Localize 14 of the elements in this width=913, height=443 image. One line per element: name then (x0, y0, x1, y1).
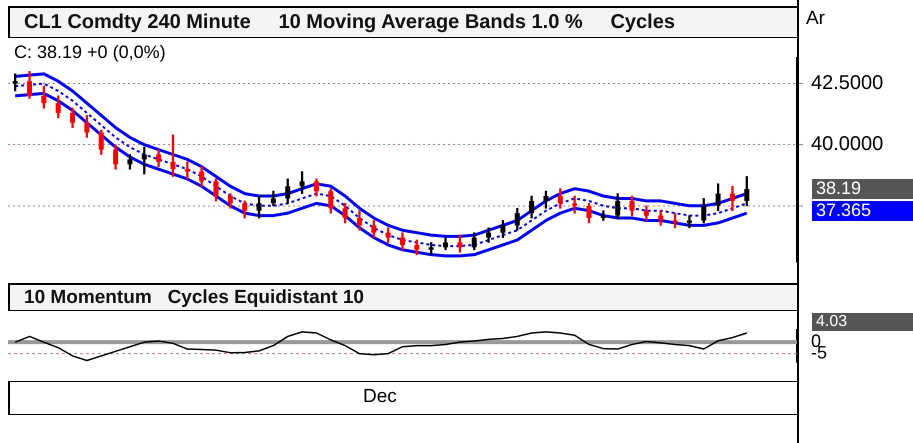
text: Ar (806, 8, 825, 30)
text: 37.365 (812, 200, 913, 221)
y-tick-label: 42.5000 (811, 72, 884, 94)
annotation: C: 38.19 +0 (0,0%) (14, 42, 166, 63)
text: 38.19 (812, 178, 913, 199)
chart-title: 10 Momentum Cycles Equidistant 10 (8, 283, 797, 311)
candlestick (12, 74, 18, 92)
text: 4.03 (812, 313, 913, 331)
candlestick (428, 242, 434, 255)
candlestick (572, 196, 578, 214)
text: Dec (363, 386, 397, 408)
candlestick (142, 146, 147, 174)
y-tick-label: 40.0000 (811, 133, 884, 156)
candlestick (184, 162, 190, 180)
